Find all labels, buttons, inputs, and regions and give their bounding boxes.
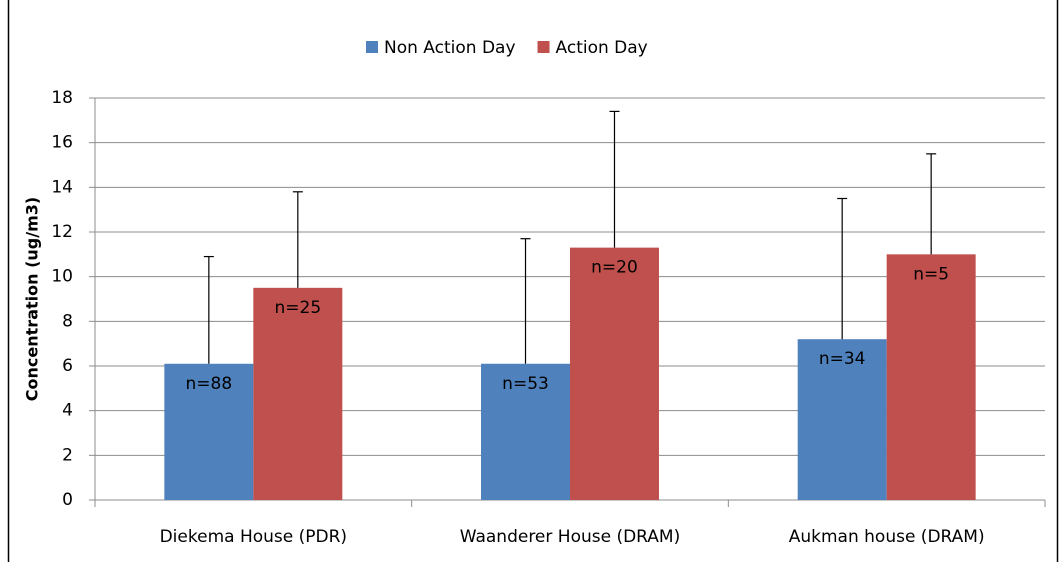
bar-note: n=53 (502, 374, 549, 394)
y-tick-label: 10 (51, 267, 73, 287)
y-tick-label: 2 (62, 445, 73, 465)
bar-note: n=20 (591, 258, 638, 278)
x-tick-label: Aukman house (DRAM) (789, 527, 985, 547)
legend-swatch (537, 41, 550, 53)
bar (797, 339, 887, 500)
x-tick-label: Waanderer House (DRAM) (460, 527, 681, 547)
y-tick-label: 16 (51, 133, 73, 153)
bar-note: n=88 (186, 374, 233, 394)
y-tick-label: 0 (62, 490, 73, 510)
y-tick-label: 8 (62, 311, 73, 331)
bar (164, 363, 254, 500)
y-tick-label: 12 (51, 222, 73, 242)
bar-note: n=25 (274, 298, 321, 318)
legend-label: Non Action Day (384, 38, 516, 58)
y-axis-label: Concentration (ug/m3) (23, 197, 42, 401)
bar-note: n=5 (913, 264, 949, 284)
bar-note: n=34 (819, 349, 866, 369)
bar (481, 363, 570, 500)
x-tick-label: Diekema House (PDR) (160, 527, 347, 547)
bar (886, 254, 976, 500)
y-tick-label: 18 (51, 88, 73, 108)
bar (253, 287, 343, 500)
y-tick-label: 6 (62, 356, 73, 376)
bar (570, 247, 659, 500)
legend-label: Action Day (556, 38, 648, 58)
legend-swatch (366, 41, 378, 53)
y-tick-label: 4 (62, 401, 73, 421)
y-tick-label: 14 (51, 177, 73, 197)
